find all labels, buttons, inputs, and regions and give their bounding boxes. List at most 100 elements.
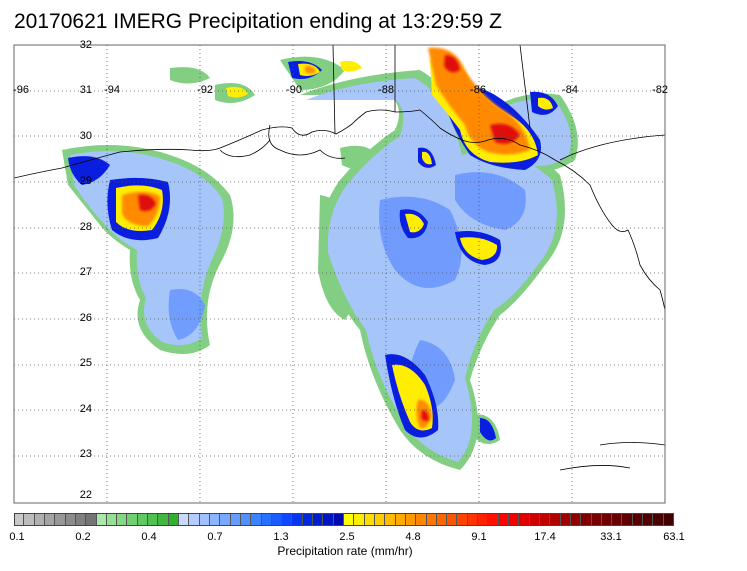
colorbar-swatch bbox=[44, 513, 56, 526]
colorbar-swatch bbox=[395, 513, 406, 526]
colorbar-tick: 0.7 bbox=[207, 531, 223, 543]
colorbar-swatch bbox=[447, 513, 458, 526]
lon-label: -92 bbox=[197, 84, 213, 96]
colorbar-swatch bbox=[271, 513, 283, 526]
colorbar-title: Precipitation rate (mm/hr) bbox=[277, 544, 413, 558]
lat-label: 31 bbox=[79, 84, 92, 96]
colorbar-swatch bbox=[539, 513, 551, 526]
colorbar-swatch bbox=[344, 513, 355, 526]
colorbar-swatch bbox=[560, 513, 571, 526]
colorbar-swatch bbox=[457, 513, 468, 526]
colorbar-swatch bbox=[498, 513, 509, 526]
colorbar-swatch bbox=[65, 513, 76, 526]
colorbar-swatch bbox=[199, 513, 210, 526]
lon-label: -84 bbox=[562, 84, 578, 96]
colorbar-swatch bbox=[240, 513, 252, 526]
colorbar-swatch bbox=[643, 513, 654, 526]
precipitation-field bbox=[62, 47, 578, 470]
colorbar-tick: 63.1 bbox=[663, 531, 685, 543]
colorbar-swatch bbox=[230, 513, 241, 526]
colorbar-swatch bbox=[354, 513, 365, 526]
lat-label: 25 bbox=[79, 357, 92, 369]
colorbar-swatch bbox=[75, 513, 87, 526]
colorbar-swatch bbox=[302, 513, 314, 526]
colorbar-swatch bbox=[591, 513, 602, 526]
colorbar-swatch bbox=[529, 513, 540, 526]
map-frame bbox=[13, 44, 666, 504]
colorbar-swatch bbox=[137, 513, 149, 526]
colorbar-tick: 33.1 bbox=[600, 531, 622, 543]
colorbar-swatch bbox=[55, 513, 66, 526]
colorbar-swatch bbox=[416, 513, 427, 526]
colorbar-swatch bbox=[117, 513, 128, 526]
lat-label: 29 bbox=[79, 175, 92, 187]
colorbar-tick: 9.1 bbox=[471, 531, 487, 543]
colorbar-swatch bbox=[426, 513, 437, 526]
colorbar-tick: 2.5 bbox=[339, 531, 355, 543]
colorbar-swatch bbox=[374, 513, 386, 526]
lon-label: -86 bbox=[470, 84, 486, 96]
lat-label: 23 bbox=[79, 448, 92, 460]
colorbar-swatch bbox=[220, 513, 231, 526]
colorbar-swatch bbox=[436, 513, 448, 526]
colorbar-swatch bbox=[179, 513, 190, 526]
colorbar-swatch bbox=[581, 513, 592, 526]
colorbar-swatch bbox=[148, 513, 159, 526]
colorbar-swatch bbox=[34, 513, 45, 526]
colorbar-swatch bbox=[405, 513, 417, 526]
colorbar-swatch bbox=[96, 513, 107, 526]
colorbar-swatch bbox=[86, 513, 97, 526]
colorbar-swatch bbox=[251, 513, 262, 526]
colorbar-tick: 17.4 bbox=[534, 531, 556, 543]
lat-label: 28 bbox=[79, 221, 92, 233]
lat-label: 22 bbox=[79, 489, 92, 501]
colorbar-swatch bbox=[601, 513, 613, 526]
colorbar-swatch bbox=[467, 513, 479, 526]
colorbar-swatch bbox=[189, 513, 200, 526]
colorbar-swatch bbox=[158, 513, 169, 526]
lat-lon-grid bbox=[14, 45, 665, 503]
coastline bbox=[14, 45, 665, 471]
map-title: 20170621 IMERG Precipitation ending at 1… bbox=[14, 10, 502, 33]
colorbar-swatch bbox=[622, 513, 633, 526]
colorbar-swatch bbox=[570, 513, 582, 526]
colorbar-swatch bbox=[168, 513, 179, 526]
colorbar-swatch bbox=[550, 513, 561, 526]
colorbar-swatch bbox=[106, 513, 118, 526]
lon-label: -90 bbox=[286, 84, 302, 96]
colorbar-swatch bbox=[364, 513, 375, 526]
lon-label: -96 bbox=[13, 84, 29, 96]
colorbar-swatch bbox=[519, 513, 530, 526]
rain-bands bbox=[168, 172, 526, 410]
colorbar-swatch bbox=[478, 513, 489, 526]
colorbar bbox=[14, 513, 674, 526]
colorbar-swatch bbox=[292, 513, 303, 526]
lat-label: 24 bbox=[79, 403, 92, 415]
colorbar-swatch bbox=[323, 513, 334, 526]
colorbar-swatch bbox=[333, 513, 344, 526]
colorbar-swatch bbox=[24, 513, 35, 526]
lat-label: 30 bbox=[79, 130, 92, 142]
colorbar-tick: 4.8 bbox=[405, 531, 421, 543]
colorbar-swatch bbox=[653, 513, 664, 526]
colorbar-swatch bbox=[385, 513, 396, 526]
lon-label: -88 bbox=[378, 84, 394, 96]
colorbar-swatch bbox=[14, 513, 25, 526]
lat-label: 32 bbox=[79, 39, 92, 51]
colorbar-swatch bbox=[209, 513, 221, 526]
colorbar-tick: 0.1 bbox=[9, 531, 25, 543]
lon-label: -94 bbox=[104, 84, 120, 96]
colorbar-swatch bbox=[663, 513, 674, 526]
colorbar-swatch bbox=[612, 513, 623, 526]
colorbar-swatch bbox=[261, 513, 272, 526]
extreme-rain bbox=[138, 55, 520, 421]
colorbar-tick: 0.4 bbox=[141, 531, 157, 543]
lon-label: -82 bbox=[652, 84, 668, 96]
lat-label: 26 bbox=[79, 312, 92, 324]
colorbar-swatch bbox=[313, 513, 324, 526]
colorbar-swatch bbox=[488, 513, 499, 526]
colorbar-tick: 0.2 bbox=[75, 531, 91, 543]
colorbar-tick: 1.3 bbox=[273, 531, 289, 543]
colorbar-swatch bbox=[632, 513, 644, 526]
